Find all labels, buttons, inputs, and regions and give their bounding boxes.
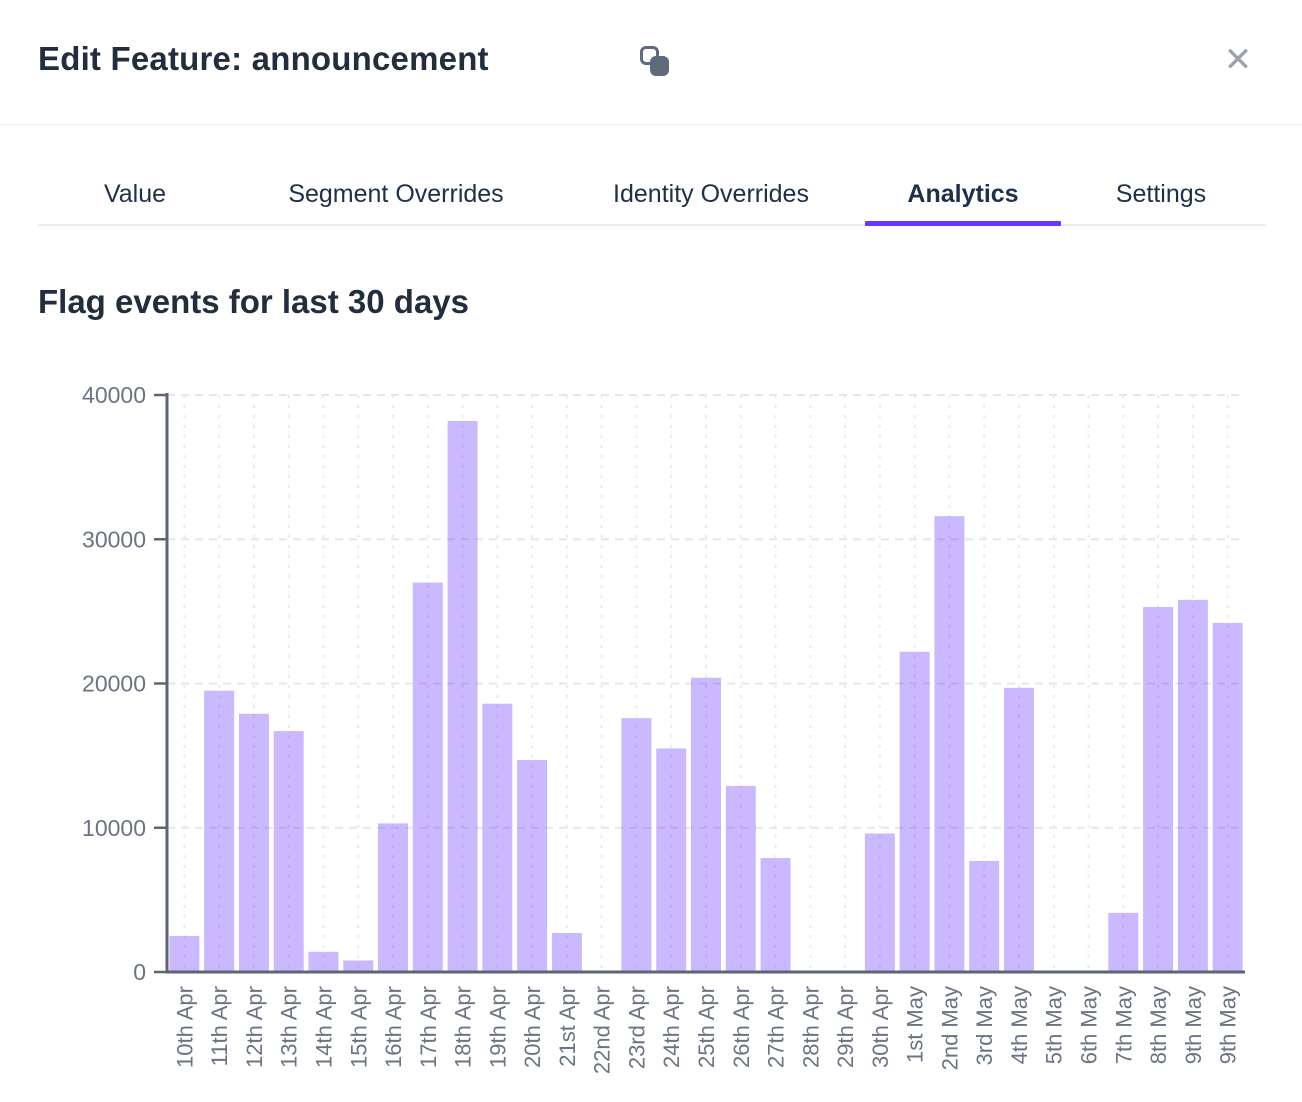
bar-4th-may	[1003, 687, 1034, 972]
bar-24th-apr	[656, 748, 687, 972]
x-tick-label: 6th May	[1077, 986, 1102, 1064]
bar-26th-apr	[725, 785, 756, 972]
x-tick-label: 29th Apr	[833, 986, 858, 1068]
close-button[interactable]: ✕	[1216, 38, 1260, 82]
bar-3rd-may	[969, 860, 1000, 972]
x-tick-label: 16th Apr	[381, 986, 406, 1068]
x-tick-label: 5th May	[1042, 986, 1067, 1064]
bar-25th-apr	[691, 677, 721, 972]
y-tick-label: 20000	[82, 671, 146, 697]
x-tick-label: 25th Apr	[694, 986, 719, 1068]
x-tick-label: 11th Apr	[207, 986, 232, 1066]
bar-27th-apr	[760, 858, 791, 972]
bar-13th-apr	[273, 731, 304, 972]
x-tick-label: 7th May	[1111, 986, 1136, 1064]
x-tick-label: 2nd May	[937, 986, 962, 1070]
x-tick-label: 22nd Apr	[590, 986, 615, 1074]
x-tick-label: 24th Apr	[659, 986, 684, 1068]
x-tick-label: 27th Apr	[764, 986, 789, 1068]
copy-feature-name-button[interactable]	[638, 44, 672, 78]
bar-7th-may	[1108, 912, 1139, 972]
bar-11th-apr	[204, 690, 235, 972]
x-tick-label: 30th Apr	[868, 986, 893, 1068]
x-tick-label: 21st Apr	[555, 986, 580, 1067]
y-tick-label: 40000	[82, 382, 146, 408]
y-tick-label: 30000	[82, 526, 146, 552]
tab-segment-overrides[interactable]: Segment Overrides	[288, 180, 504, 208]
modal-title: Edit Feature: announcement	[38, 40, 489, 77]
x-tick-label: 18th Apr	[451, 986, 476, 1068]
x-tick-label: 28th Apr	[798, 986, 823, 1068]
tab-analytics[interactable]: Analytics	[907, 180, 1019, 208]
bar-30th-apr	[864, 833, 895, 972]
bar-20th-apr	[517, 759, 548, 972]
x-tick-label: 14th Apr	[311, 986, 336, 1068]
tab-identity-overrides[interactable]: Identity Overrides	[613, 180, 809, 208]
x-tick-label: 1st May	[903, 986, 928, 1063]
x-tick-label: 23rd Apr	[624, 986, 649, 1069]
x-tick-label: 13th Apr	[277, 986, 302, 1068]
copy-icon	[640, 46, 669, 76]
bar-chart-svg: 0 10000 20000 30000 40000 10th Apr 11th Apr 12t…	[82, 382, 1245, 1074]
bar-12th-apr	[238, 713, 269, 972]
bar-9th-may	[1177, 599, 1208, 972]
bar-17th-apr	[412, 582, 443, 972]
x-tick-label: 17th Apr	[416, 986, 441, 1068]
x-tick-label: 26th Apr	[729, 986, 754, 1068]
x-tick-label: 4th May	[1007, 986, 1032, 1064]
modal-header: Edit Feature: announcement ✕	[0, 0, 1302, 125]
section-title: Flag events for last 30 days	[38, 283, 470, 320]
bar-18th-apr	[447, 420, 478, 973]
bar-1st-may	[899, 651, 930, 972]
tab-settings[interactable]: Settings	[1115, 180, 1207, 208]
bar-10th-apr	[169, 935, 200, 972]
bar-19th-apr	[482, 703, 513, 972]
close-icon: ✕	[1223, 40, 1253, 80]
x-tick-label: 19th Apr	[485, 986, 510, 1068]
bar-16th-apr	[378, 823, 409, 972]
x-tick-label: 12th Apr	[242, 986, 267, 1068]
bar-2nd-may	[934, 516, 965, 972]
x-tick-label: 20th Apr	[520, 986, 545, 1068]
active-tab-underline	[865, 221, 1061, 226]
x-tick-label: 9th May	[1181, 986, 1206, 1064]
y-tick-label: 10000	[82, 815, 146, 841]
x-tick-label: 15th Apr	[346, 986, 371, 1068]
tab-bar-divider	[38, 224, 1266, 226]
x-tick-label: 9th May	[1216, 986, 1241, 1064]
x-tick-label: 8th May	[1146, 986, 1171, 1064]
y-tick-label: 0	[133, 959, 146, 985]
bar-21st-apr	[551, 933, 582, 972]
bar-9th-may	[1212, 622, 1243, 972]
flag-events-chart: 0 10000 20000 30000 40000 10th Apr 11th Apr 12t…	[0, 380, 1302, 1102]
tab-bar: Value Segment Overrides Identity Overrides…	[0, 150, 1302, 228]
bar-8th-may	[1143, 607, 1174, 972]
x-tick-label: 3rd May	[972, 986, 997, 1065]
tab-value[interactable]: Value	[103, 180, 167, 208]
bar-14th-apr	[308, 951, 339, 972]
bar-23rd-apr	[621, 718, 652, 972]
x-tick-label: 10th Apr	[172, 986, 197, 1068]
bar-15th-apr	[343, 960, 374, 972]
